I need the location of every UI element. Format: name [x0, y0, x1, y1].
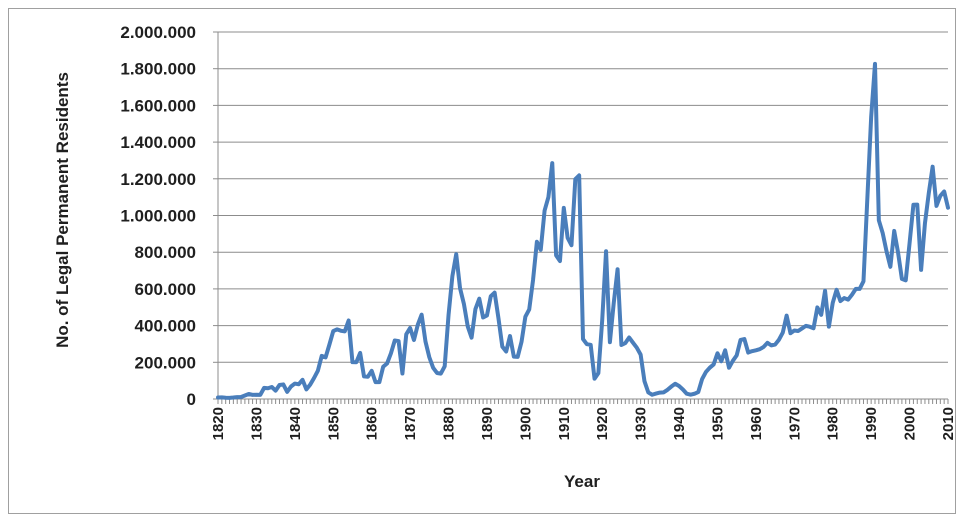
x-tick-label: 1820 — [210, 407, 227, 440]
x-tick-label: 1950 — [709, 407, 726, 440]
x-tick-label: 1990 — [863, 407, 880, 440]
x-tick-label: 1830 — [248, 407, 265, 440]
y-tick-label: 800.000 — [135, 243, 196, 262]
series-line — [216, 61, 950, 400]
y-tick-label: 200.000 — [135, 353, 196, 372]
gridlines — [218, 31, 948, 363]
y-tick-label: 1.200.000 — [120, 170, 196, 189]
y-axis-title: No. of Legal Permanent Residents — [53, 72, 72, 348]
x-tick-labels: 1820 1830 1840 1850 1860 1870 1880 1890 1900 1910… — [210, 407, 957, 440]
x-tick-label: 1850 — [325, 407, 342, 440]
x-tick-label: 1930 — [633, 407, 650, 440]
x-tick-label: 1900 — [517, 407, 534, 440]
x-tick-label: 2000 — [902, 407, 919, 440]
y-tick-label: 1.400.000 — [120, 133, 196, 152]
x-tick-label: 1960 — [748, 407, 765, 440]
y-tick-label: 0 — [187, 390, 196, 409]
x-tick-label: 1940 — [671, 407, 688, 440]
x-axis-title: Year — [564, 472, 600, 491]
x-tick-label: 1870 — [402, 407, 419, 440]
y-tick-label: 1.600.000 — [120, 96, 196, 115]
y-tick-label: 2.000.000 — [120, 23, 196, 42]
y-tick-labels: 0 200.000 400.000 600.000 800.000 1.000.000 1.… — [120, 23, 196, 409]
chart-frame — [8, 8, 956, 514]
x-tick-label: 1840 — [287, 407, 304, 440]
x-tick-label: 1980 — [825, 407, 842, 440]
x-tick-label: 1920 — [594, 407, 611, 440]
x-tick-label: 1970 — [786, 407, 803, 440]
y-tick-label: 1.800.000 — [120, 60, 196, 79]
x-tick-label: 1880 — [441, 407, 458, 440]
x-tick-label: 2010 — [940, 407, 957, 440]
x-tick-label: 1860 — [364, 407, 381, 440]
y-tick-label: 600.000 — [135, 280, 196, 299]
x-tick-label: 1910 — [556, 407, 573, 440]
x-tick-label: 1890 — [479, 407, 496, 440]
axes — [213, 31, 949, 404]
y-tick-label: 400.000 — [135, 317, 196, 336]
y-tick-label: 1.000.000 — [120, 207, 196, 226]
